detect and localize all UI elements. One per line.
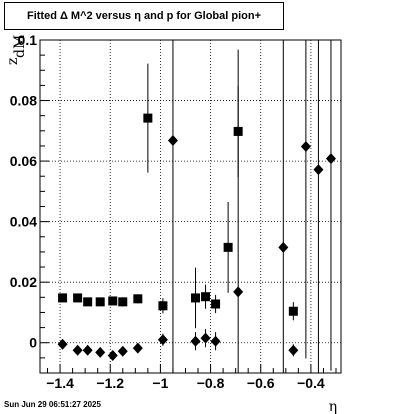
diamond-marker	[157, 334, 168, 346]
square-marker	[108, 296, 118, 306]
y-tick-label: 0	[29, 335, 37, 351]
diamond-marker	[190, 335, 201, 347]
grid	[40, 39, 341, 373]
data-marks	[57, 40, 336, 373]
square-marker	[58, 293, 68, 303]
title-box: Fitted Δ M^2 versus η and p for Global p…	[4, 2, 284, 30]
diamond-marker	[300, 141, 311, 153]
y-tick-label: 0.02	[10, 274, 37, 290]
diamond-marker	[200, 332, 211, 344]
diamond-marker	[132, 342, 143, 354]
axes	[39, 39, 342, 374]
timestamp-footer: Sun Jun 29 06:51:27 2025	[4, 400, 101, 409]
x-tick-label: −1.4	[46, 375, 74, 391]
diamond-marker	[167, 135, 178, 147]
diamond-marker	[278, 241, 289, 253]
x-tick-label: −0.8	[197, 375, 225, 391]
diamond-marker	[82, 344, 93, 356]
square-marker	[158, 301, 168, 311]
square-marker	[223, 242, 233, 252]
diamond-marker	[210, 335, 221, 347]
chart-title: Fitted Δ M^2 versus η and p for Global p…	[26, 10, 262, 22]
x-tick-label: −1	[152, 375, 168, 391]
diamond-marker	[107, 349, 118, 361]
square-marker	[191, 293, 201, 303]
tick-labels: −1.4 −1.2 −1 −0.8 −0.6 −0.4 0 0.02 0.04 0.06 0.08 0…	[5, 32, 337, 414]
diamond-marker	[95, 346, 106, 358]
y-tick-label: 0.06	[10, 153, 37, 169]
square-marker	[143, 113, 153, 123]
y-tick-label: 0.1	[18, 32, 38, 48]
square-marker	[211, 299, 221, 309]
y-axis-title: z	[5, 58, 21, 65]
diamond-marker	[288, 344, 299, 356]
diamond-marker	[117, 345, 128, 357]
plot-frame	[39, 39, 342, 374]
x-tick-label: −0.6	[247, 375, 275, 391]
diamond-marker	[57, 338, 68, 350]
square-marker	[73, 293, 83, 303]
x-tick-label: −0.4	[297, 375, 325, 391]
square-marker	[133, 294, 143, 304]
square-marker	[201, 292, 211, 302]
y-axis-subscript: dM	[12, 35, 28, 58]
y-tick-label: 0.08	[10, 93, 37, 109]
diamond-marker	[325, 153, 336, 165]
x-axis-title: η	[329, 399, 337, 414]
square-marker	[83, 297, 93, 307]
x-tick-label: −1.2	[96, 375, 124, 391]
y-tick-label: 0.04	[10, 214, 37, 230]
square-marker	[118, 297, 128, 307]
diamond-marker	[72, 344, 83, 356]
diamond-marker	[313, 164, 324, 176]
square-marker	[288, 306, 298, 316]
diamond-marker	[233, 286, 244, 298]
square-marker	[95, 297, 105, 307]
